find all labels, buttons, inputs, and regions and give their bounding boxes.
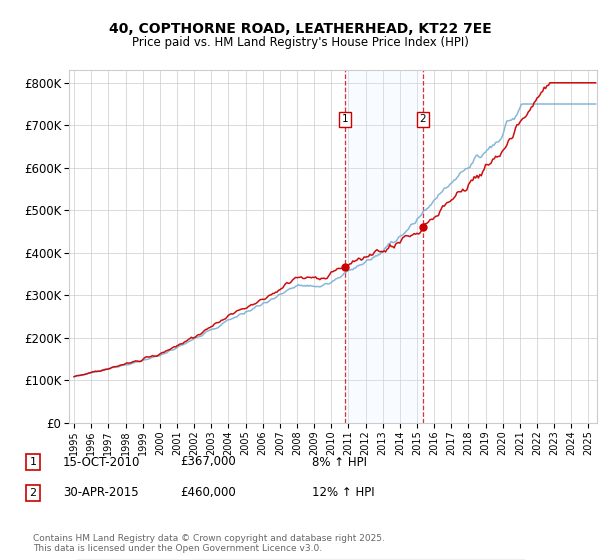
Text: 1: 1: [341, 114, 348, 124]
Text: Price paid vs. HM Land Registry's House Price Index (HPI): Price paid vs. HM Land Registry's House …: [131, 36, 469, 49]
Text: 2: 2: [419, 114, 426, 124]
Text: £367,000: £367,000: [180, 455, 236, 469]
Text: 15-OCT-2010: 15-OCT-2010: [63, 455, 140, 469]
Text: 2: 2: [29, 488, 37, 498]
Text: 1: 1: [29, 457, 37, 467]
Text: £460,000: £460,000: [180, 486, 236, 500]
Text: 12% ↑ HPI: 12% ↑ HPI: [312, 486, 374, 500]
Text: 40, COPTHORNE ROAD, LEATHERHEAD, KT22 7EE: 40, COPTHORNE ROAD, LEATHERHEAD, KT22 7E…: [109, 22, 491, 36]
Text: 30-APR-2015: 30-APR-2015: [63, 486, 139, 500]
Text: Contains HM Land Registry data © Crown copyright and database right 2025.
This d: Contains HM Land Registry data © Crown c…: [33, 534, 385, 553]
Text: 8% ↑ HPI: 8% ↑ HPI: [312, 455, 367, 469]
Bar: [345, 70, 422, 423]
